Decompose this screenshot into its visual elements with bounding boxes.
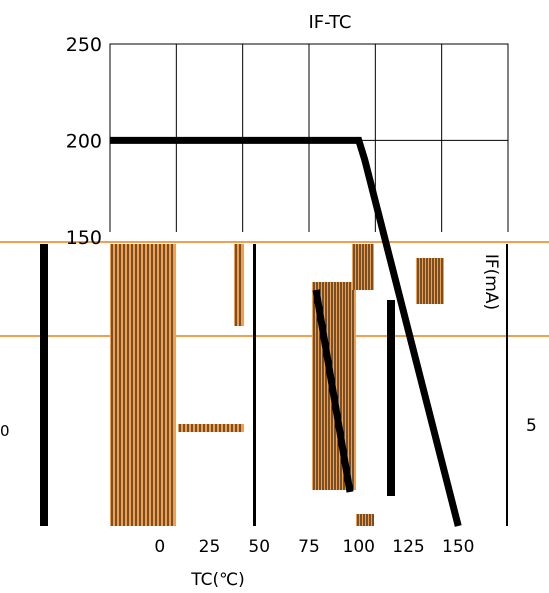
series-remnant	[312, 289, 354, 493]
y-tick-label: 250	[66, 34, 102, 56]
x-tick-labels: 0 25 50 75 100 125 150	[154, 537, 474, 557]
x-tick-label: 0	[154, 537, 165, 557]
series-layer	[110, 136, 462, 527]
artifact-bar	[506, 244, 508, 526]
y-tick-label: 0	[0, 422, 10, 440]
artifact-block	[234, 244, 244, 326]
artifact-bar	[40, 244, 48, 526]
x-tick-label: 125	[392, 537, 424, 557]
artifact-bar	[253, 244, 256, 526]
x-tick-label: 50	[248, 537, 270, 557]
y-tick-label: 5	[526, 416, 537, 436]
y-tick-labels: 250 200 150 5 0	[0, 34, 537, 440]
y-axis-label: IF(mA)	[481, 254, 501, 310]
artifact-block	[178, 424, 244, 432]
y-tick-label: 150	[66, 227, 102, 249]
x-tick-label: 25	[199, 537, 221, 557]
artifact-band	[0, 232, 549, 532]
artifact-block	[356, 514, 374, 526]
artifact-block	[110, 244, 176, 526]
x-tick-label: 150	[442, 537, 474, 557]
x-tick-label: 100	[343, 537, 375, 557]
series-line	[110, 136, 462, 527]
x-axis-label: TC(℃)	[190, 570, 245, 590]
render-artifacts	[0, 232, 549, 532]
y-tick-label: 200	[66, 130, 102, 152]
x-tick-label: 75	[298, 537, 320, 557]
chart-title: IF-TC	[308, 12, 351, 33]
artifact-bar	[387, 300, 395, 496]
